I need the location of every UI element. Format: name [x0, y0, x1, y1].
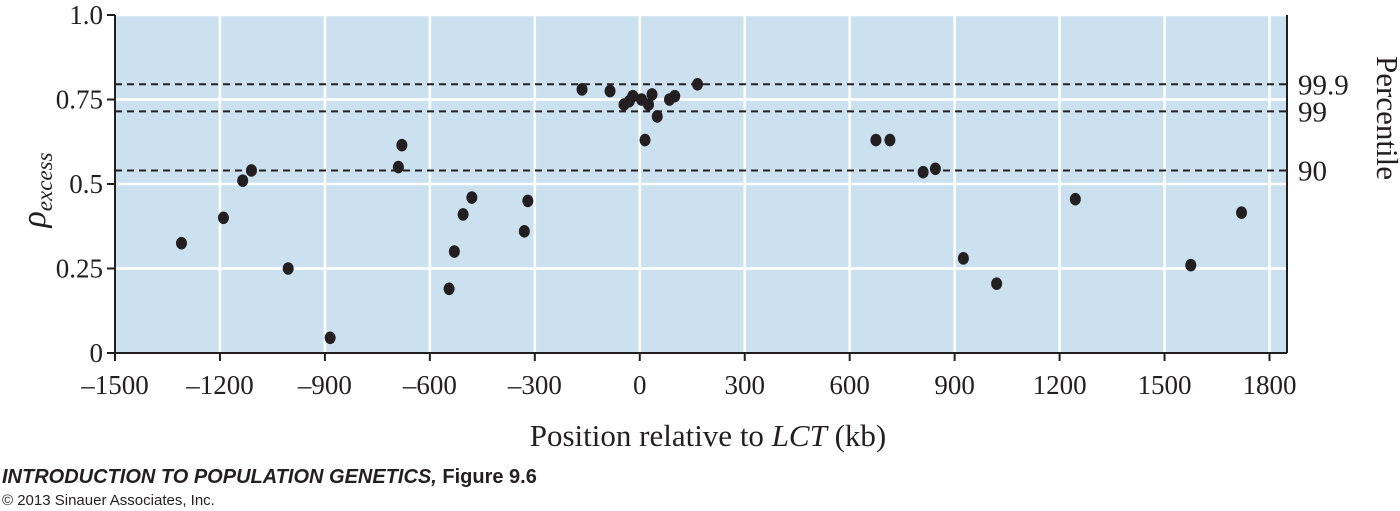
y-tick-label: 0.75	[56, 85, 103, 115]
x-tick-label: 1800	[1243, 370, 1297, 400]
data-point	[175, 236, 187, 250]
y-tick-label: 1.0	[69, 0, 103, 30]
threshold-label: 90	[1298, 155, 1327, 187]
x-tick-label: –1200	[185, 370, 254, 400]
data-point	[392, 160, 404, 174]
data-point	[396, 138, 408, 152]
x-tick-label: –600	[402, 370, 457, 400]
data-point	[518, 225, 530, 238]
x-tick-label: –300	[507, 370, 562, 400]
data-point	[324, 331, 336, 345]
data-point	[917, 165, 929, 179]
y-tick-labels: 0 0.25 0.5 0.75 1.0	[56, 0, 103, 368]
data-point	[457, 208, 469, 221]
x-tick-label: –1500	[80, 370, 149, 400]
data-point	[1069, 192, 1081, 206]
x-tick-labels: –1500 –1200 –900 –600 –300 0 300 600 900 1200 1500…	[80, 370, 1296, 400]
data-point	[639, 133, 651, 147]
data-point	[643, 98, 655, 111]
data-point	[692, 77, 704, 91]
data-point	[669, 89, 681, 103]
data-point	[651, 110, 663, 123]
x-tick-label: 0	[633, 370, 647, 400]
y-tick-label: 0	[90, 338, 104, 368]
data-points	[175, 77, 1248, 345]
threshold-label: 99.9	[1298, 69, 1349, 101]
data-point	[627, 89, 639, 103]
y-tick-label: 0.25	[56, 254, 103, 284]
x-tick-label: 600	[829, 370, 870, 400]
data-point	[1185, 258, 1197, 272]
data-point	[991, 277, 1003, 291]
figure-caption: INTRODUCTION TO POPULATION GENETICS, Fig…	[2, 466, 537, 488]
data-point	[443, 282, 455, 296]
axes	[107, 14, 1288, 361]
data-point	[237, 174, 249, 187]
y-axis-title: ρexcess	[16, 152, 57, 228]
data-point	[646, 88, 658, 101]
data-point	[522, 194, 534, 208]
x-tick-label: –900	[297, 370, 352, 400]
data-point	[929, 162, 941, 176]
percentile-thresholds: 99.999 90	[115, 69, 1349, 187]
data-point	[957, 252, 969, 265]
copyright-notice: © 2013 Sinauer Associates, Inc.	[2, 492, 215, 509]
data-point	[217, 211, 229, 225]
data-point	[884, 133, 896, 147]
data-point	[1236, 206, 1248, 220]
x-tick-label: 900	[934, 370, 975, 400]
x-axis-title: Position relative to LCT (kb)	[530, 418, 887, 453]
data-point	[466, 191, 478, 204]
data-point	[245, 164, 257, 177]
data-point	[448, 245, 460, 258]
data-point	[870, 133, 882, 147]
x-tick-label: 1500	[1138, 370, 1192, 400]
x-tick-label: 300	[724, 370, 765, 400]
data-point	[282, 262, 294, 275]
y-tick-label: 0.5	[69, 169, 103, 199]
threshold-label: 99	[1298, 96, 1327, 128]
right-axis-title: Percentile	[1370, 56, 1400, 180]
grid-lines	[115, 13, 1287, 353]
x-tick-label: 1200	[1033, 370, 1087, 400]
data-point	[604, 84, 616, 98]
data-point	[576, 83, 588, 96]
